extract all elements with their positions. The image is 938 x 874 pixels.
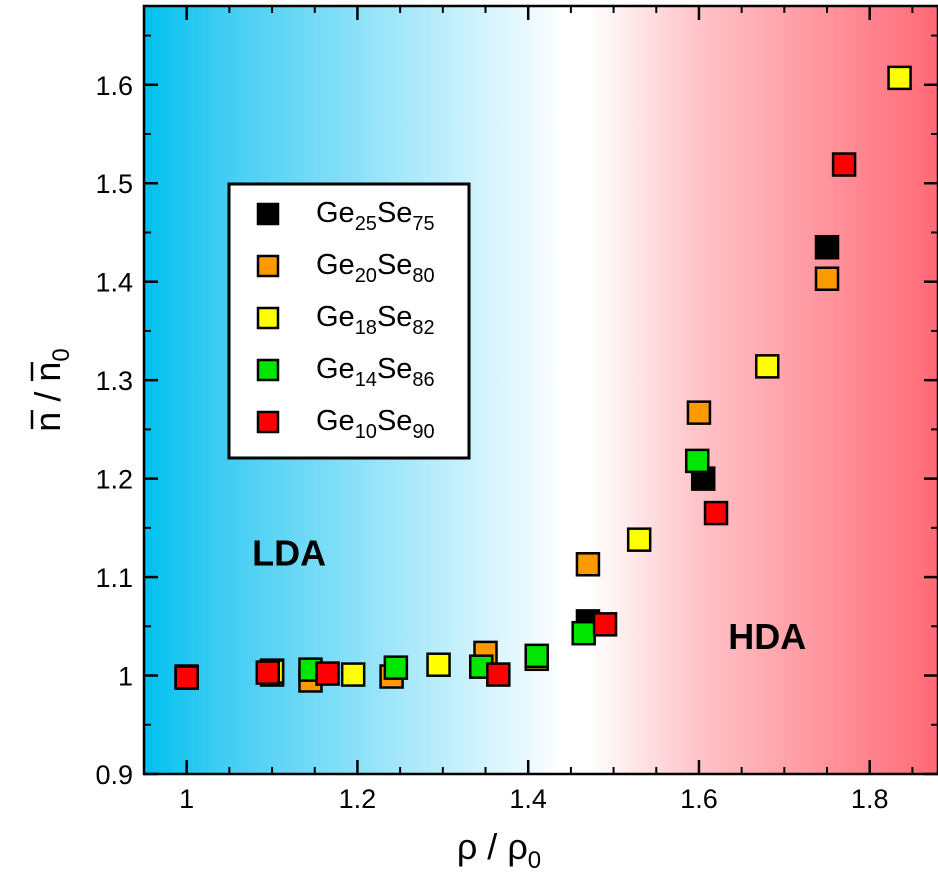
marker-ge18se82 bbox=[340, 662, 366, 687]
marker-ge20se80 bbox=[814, 266, 840, 291]
marker-ge14se86 bbox=[684, 448, 710, 474]
y-axis-label: n / n0 bbox=[27, 348, 75, 431]
legend-swatch-ge14se86 bbox=[256, 358, 280, 382]
marker-ge14se86 bbox=[571, 620, 596, 646]
legend-label-ge14se86: Ge14Se86 bbox=[316, 353, 435, 391]
legend-label-ge10se90: Ge10Se90 bbox=[316, 405, 435, 443]
marker-ge10se90 bbox=[486, 662, 511, 687]
marker-ge14se86 bbox=[383, 655, 409, 680]
plot-frame bbox=[142, 4, 938, 776]
legend-swatch-ge18se82 bbox=[256, 306, 280, 330]
legend-label-ge20se80: Ge20Se80 bbox=[316, 249, 435, 287]
marker-ge18se82 bbox=[626, 527, 652, 552]
marker-ge10se90 bbox=[703, 500, 729, 526]
region-label-lda: LDA bbox=[252, 532, 326, 573]
x-tick-label: 1.6 bbox=[680, 784, 718, 814]
tick-labels: 1 1.2 1.4 1.6 1.8 0.9 1 1.1 1.2 1.3 1.4 1.5 1.6 bbox=[95, 71, 888, 814]
y-tick-label: 1.6 bbox=[95, 71, 133, 101]
y-tick-label: 1.1 bbox=[95, 563, 133, 593]
y-tick-label: 1.4 bbox=[95, 268, 133, 298]
legend-swatch-ge10se90 bbox=[256, 410, 280, 434]
x-tick-label: 1.8 bbox=[851, 784, 889, 814]
legend-label-ge18se82: Ge18Se82 bbox=[316, 301, 435, 339]
legend-swatch-ge25se75 bbox=[256, 202, 280, 226]
marker-ge10se90 bbox=[255, 660, 281, 685]
marker-ge10se90 bbox=[174, 665, 199, 690]
y-tick-label: 1.2 bbox=[95, 465, 133, 495]
x-tick-label: 1.2 bbox=[339, 784, 377, 814]
y-tick-label: 1 bbox=[118, 662, 133, 692]
y-tick-label: 1.5 bbox=[95, 169, 133, 199]
legend-label-ge25se75: Ge25Se75 bbox=[316, 197, 435, 235]
region-label-hda: HDA bbox=[728, 616, 806, 657]
legend-swatch-ge20se80 bbox=[256, 254, 280, 278]
y-tick-label: 1.3 bbox=[95, 366, 133, 396]
marker-ge25se75 bbox=[814, 234, 840, 260]
y-tick-label: 0.9 bbox=[95, 760, 133, 790]
legend: Ge25Se75 Ge20Se80 Ge18Se82 Ge14Se86 Ge10Se90 bbox=[227, 182, 471, 460]
x-axis-label: ρ / ρ0 bbox=[457, 826, 541, 874]
marker-ge18se82 bbox=[887, 65, 912, 91]
marker-ge18se82 bbox=[754, 354, 780, 379]
x-axis-title: ρ / ρ0 bbox=[457, 826, 541, 874]
x-tick-label: 1.4 bbox=[509, 784, 547, 814]
x-tick-label: 1 bbox=[179, 784, 194, 814]
marker-ge18se82 bbox=[426, 652, 451, 677]
marker-ge10se90 bbox=[592, 612, 618, 637]
marker-ge10se90 bbox=[831, 152, 857, 177]
marker-ge20se80 bbox=[686, 400, 712, 425]
data-markers bbox=[174, 65, 912, 693]
marker-ge10se90 bbox=[315, 661, 340, 686]
y-axis-title: n / n0 bbox=[27, 348, 75, 431]
marker-ge14se86 bbox=[524, 643, 549, 669]
marker-ge20se80 bbox=[575, 552, 601, 577]
